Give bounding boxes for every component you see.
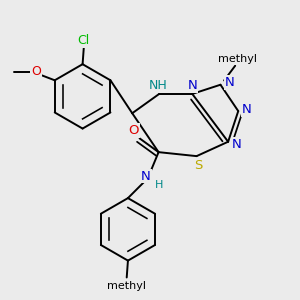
Text: N: N — [188, 79, 197, 92]
Text: NH: NH — [149, 79, 168, 92]
Text: N: N — [141, 169, 151, 182]
Text: N: N — [242, 103, 251, 116]
Text: S: S — [194, 159, 202, 172]
Text: methyl: methyl — [218, 54, 257, 64]
Text: Cl: Cl — [78, 34, 90, 47]
Text: N: N — [225, 76, 235, 89]
Text: H: H — [154, 180, 163, 190]
Text: methyl: methyl — [107, 281, 146, 291]
Text: O: O — [31, 65, 41, 78]
Text: O: O — [128, 124, 139, 136]
Text: N: N — [232, 138, 242, 151]
